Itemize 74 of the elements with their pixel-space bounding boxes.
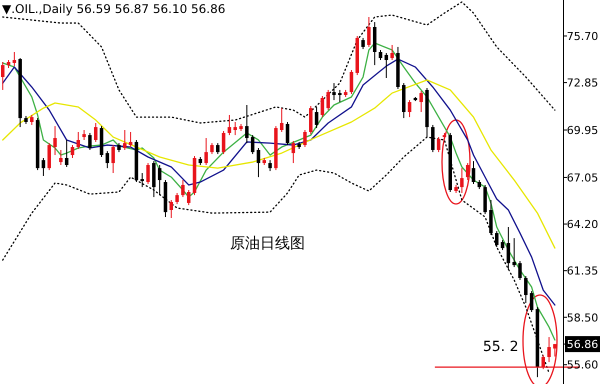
- y-tick-label: 67.05: [566, 171, 598, 184]
- candlestick: [530, 290, 534, 313]
- y-tick-label: 61.35: [566, 264, 598, 278]
- annotation: 原油日线图: [230, 234, 305, 252]
- candlestick: [204, 138, 208, 166]
- candlestick: [547, 336, 551, 363]
- candlestick: [170, 200, 174, 219]
- candlestick: [250, 134, 254, 155]
- candlestick: [309, 105, 313, 135]
- candlestick: [518, 260, 522, 280]
- candlestick: [53, 126, 57, 156]
- candlestick: [326, 89, 330, 111]
- candlestick: [94, 122, 98, 142]
- candlestick: [512, 238, 516, 268]
- candlestick: [42, 157, 46, 176]
- y-tick-label: 75.70: [566, 30, 598, 43]
- y-tick-label: 56.86: [566, 338, 598, 352]
- candlestick: [495, 230, 498, 248]
- candlestick: [64, 139, 68, 168]
- candlestick: [390, 44, 394, 61]
- candlestick: [106, 150, 110, 169]
- candlestick: [12, 52, 16, 67]
- candlestick: [460, 168, 464, 194]
- candlestick: [186, 190, 190, 206]
- candlestick: [76, 131, 80, 150]
- line-series: [2, 58, 556, 306]
- candlestick: [280, 108, 284, 132]
- candlestick: [158, 164, 162, 196]
- candlestick: [146, 162, 150, 184]
- candlestick: [59, 149, 63, 166]
- candlestick: [216, 142, 220, 155]
- candlestick: [128, 131, 132, 148]
- candlestick: [0, 61, 4, 90]
- candlestick: [82, 130, 86, 140]
- ref-line-label: 55. 2: [482, 339, 518, 356]
- y-tick-label: 72.85: [566, 76, 598, 90]
- candlestick: [384, 52, 388, 79]
- candlestick: [228, 114, 232, 136]
- y-tick-label: 69.95: [566, 124, 598, 138]
- candlestick: [286, 122, 290, 146]
- candlestick: [338, 89, 342, 103]
- candlestick: [210, 142, 214, 155]
- candlestick: [123, 130, 127, 150]
- y-tick-label: 55.60: [566, 358, 598, 372]
- candlestick: [70, 144, 74, 158]
- candlestick: [140, 172, 144, 188]
- candlestick: [489, 200, 493, 236]
- line-series: [2, 79, 556, 249]
- candlestick: [350, 69, 354, 95]
- candlestick: [88, 132, 92, 150]
- candlestick: [408, 100, 412, 118]
- chart-title: ▼.OIL.,Daily 56.59 56.87 56.10 56.86: [2, 2, 226, 16]
- candlestick: [222, 130, 226, 155]
- candlestick: [181, 180, 185, 198]
- y-tick-label: 64.20: [566, 218, 598, 232]
- candlestick: [268, 160, 272, 172]
- candlestick: [419, 90, 423, 113]
- y-tick-label: 58.50: [566, 311, 598, 324]
- candlestick: [500, 240, 504, 251]
- candlestick: [524, 276, 528, 304]
- candlestick: [332, 82, 336, 101]
- candlestick: [292, 140, 296, 164]
- candlestick: [30, 114, 34, 126]
- candlestick: [320, 96, 324, 118]
- candlestick: [303, 130, 307, 148]
- line-series: [2, 42, 556, 341]
- candlestick: [47, 142, 51, 171]
- candlestick: [367, 16, 371, 48]
- candlestick: [233, 122, 237, 136]
- candlestick: [361, 37, 365, 50]
- candlestick: [256, 148, 260, 178]
- candlestick: [175, 192, 179, 205]
- candlestick: [506, 226, 510, 271]
- candlestick: [111, 144, 115, 174]
